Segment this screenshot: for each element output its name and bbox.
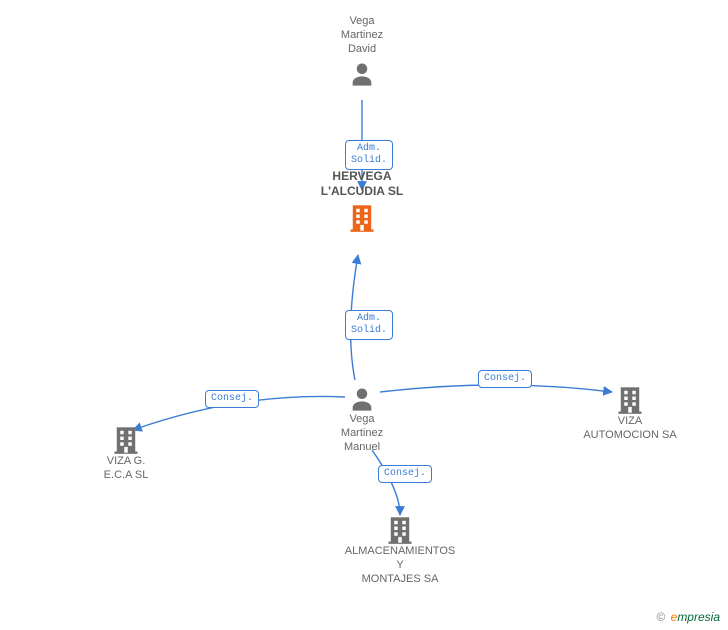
node-label: ALMACENAMIENTOS Y MONTAJES SA <box>320 545 480 586</box>
person-icon <box>348 385 376 413</box>
person-icon <box>348 60 376 88</box>
node-label: Vega Martinez David <box>317 15 407 56</box>
edge-label-manuel-vizag: Consej. <box>205 390 259 408</box>
edge-label-manuel-vizaauto: Consej. <box>478 370 532 388</box>
node-label: VIZA G. E.C.A SL <box>81 455 171 483</box>
edge-label-manuel-almac: Consej. <box>378 465 432 483</box>
node-label: Vega Martinez Manuel <box>317 413 407 454</box>
node-manuel[interactable]: Vega Martinez Manuel <box>317 381 407 454</box>
node-vizag[interactable]: VIZA G. E.C.A SL <box>81 421 171 483</box>
copyright-symbol: © <box>656 610 665 624</box>
node-label: HERVEGA L'ALCUDIA SL <box>292 169 432 199</box>
building-icon <box>112 425 140 455</box>
building-icon <box>386 515 414 545</box>
building-icon <box>616 385 644 415</box>
diagram-canvas: Vega Martinez David HERVEGA L'ALCUDIA SL V… <box>0 0 728 630</box>
building-icon <box>348 203 376 233</box>
node-vizaauto[interactable]: VIZA AUTOMOCION SA <box>560 381 700 443</box>
edge-label-manuel-hervega: Adm. Solid. <box>345 310 393 340</box>
node-almac[interactable]: ALMACENAMIENTOS Y MONTAJES SA <box>320 511 480 586</box>
node-label: VIZA AUTOMOCION SA <box>560 415 700 443</box>
edge-label-david-hervega: Adm. Solid. <box>345 140 393 170</box>
footer-brand: © empresia <box>656 610 720 624</box>
brand-rest: mpresia <box>677 610 720 624</box>
node-david[interactable]: Vega Martinez David <box>317 15 407 88</box>
node-hervega[interactable]: HERVEGA L'ALCUDIA SL <box>292 169 432 233</box>
